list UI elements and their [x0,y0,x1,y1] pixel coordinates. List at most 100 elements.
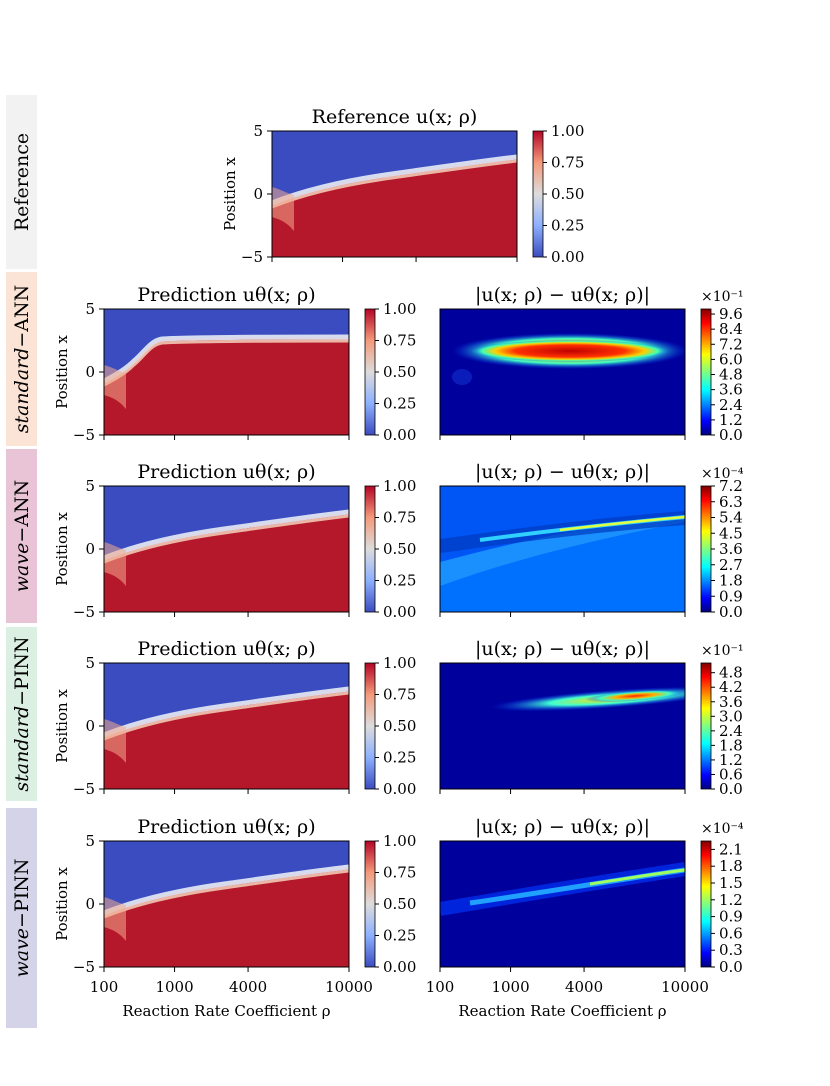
axes-frame [439,662,686,790]
row-band-reference [6,95,37,269]
region-upper [104,309,349,381]
y-tick-label: 5 [85,654,95,672]
y-tick-label: 5 [85,832,95,850]
row-label-reference-text: Reference [11,133,33,231]
colorbar-tick-label: 6.3 [719,493,743,511]
panel-title: Prediction uθ(x; ρ) [137,461,315,483]
row-label-prefix: wave [11,928,33,978]
colorbar-tick-label: 3.0 [719,707,743,725]
row-label-suffix: −ANN [11,480,33,543]
heatmap [440,841,685,967]
y-tick-label: 0 [85,717,95,735]
error-peak [589,868,685,886]
colorbar-tick-label: 1.5 [719,874,743,892]
row-label-standard-ann-text: standard−ANN [11,285,33,434]
error-tail [452,369,472,385]
colorbar-tick-label: 1.00 [383,477,416,495]
colorbar-tick-label: 8.4 [719,320,743,338]
colorbar-tick-label: 0.00 [383,780,416,798]
y-tick-label: 5 [85,477,95,495]
panel-standard-pinn-err: |u(x; ρ) − uθ(x; ρ)| 4.84.23.63.02.41.81.… [439,638,744,798]
colorbar-tick-label: 3.6 [719,693,743,711]
region-upper [104,486,349,558]
region-upper [104,663,349,735]
colorbar-tick-label: 0.6 [719,924,743,942]
x-tick-label: 4000 [229,978,267,996]
y-tick-label: −5 [73,426,95,444]
row-band-standard-ann [6,272,37,446]
y-tick-label: −5 [241,248,263,266]
colorbar: 2.11.81.51.20.90.60.30.0 ×10⁻⁴ [700,821,744,976]
panel-wave-pinn-err: |u(x; ρ) − uθ(x; ρ)| 100 1000 4000 10000 Reac… [426,816,744,1020]
colorbar-tick-label: 2.7 [719,556,743,574]
colorbar-tick-label: 3.6 [719,540,743,558]
x-tick-label: 10000 [661,978,709,996]
row-label-wave-ann-text: wave−ANN [11,480,33,592]
row-band-standard-pinn [6,627,37,801]
heatmap [104,309,349,435]
row-label-prefix: wave [11,543,33,593]
colorbar-tick-label: 0.75 [551,154,584,172]
colorbar-tick-label: 4.8 [719,664,743,682]
colorbar-exponent: ×10⁻⁴ [701,466,744,482]
error-blob-inner [470,340,670,362]
row-label-prefix: standard [11,706,33,792]
y-tick-label: 0 [85,363,95,381]
error-blob-inner [585,689,685,703]
x-axis-label: Reaction Rate Coefficient ρ [122,1002,330,1020]
colorbar: 1.00 0.75 0.50 0.25 0.00 [532,122,584,266]
front-band [104,864,349,916]
colorbar: 1.00 0.75 0.50 0.25 0.00 [364,300,416,444]
colorbar-gradient [700,662,712,790]
y-tick-label: 0 [85,540,95,558]
colorbar-tick-label: 0.50 [383,717,416,735]
heatmap [440,486,685,612]
y-tick-label: 5 [85,300,95,318]
colorbar-tick-label: 4.5 [719,524,743,542]
colorbar-tick-label: 7.2 [719,477,743,495]
colorbar-exponent: ×10⁻⁴ [701,821,744,837]
colorbar-tick-label: 3.6 [719,381,743,399]
y-axis-label: Position x [53,335,71,409]
x-tick-label: 1000 [491,978,529,996]
panel-title: Prediction uθ(x; ρ) [137,284,315,306]
colorbar-gradient [364,308,376,436]
colorbar-tick-label: 1.2 [719,751,743,769]
heatmap-bg [440,663,685,789]
colorbar-tick-label: 0.9 [719,587,743,605]
y-tick-label: 5 [253,122,263,140]
error-peak [559,515,685,532]
panel-wave-ann-err: |u(x; ρ) − uθ(x; ρ)| 7.26.35.44.53.62.71.… [439,461,744,621]
front-warm [104,869,349,919]
row-label-suffix: −PINN [11,636,33,705]
axes-frame [439,485,686,613]
colorbar-tick-label: 0.00 [383,603,416,621]
axes-frame [439,308,686,436]
y-tick-label: −5 [73,780,95,798]
colorbar-gradient [364,485,376,613]
colorbar-exponent: ×10⁻¹ [701,643,744,659]
panel-title: Reference u(x; ρ) [312,106,478,128]
x-axis-label: Reaction Rate Coefficient ρ [458,1002,666,1020]
x-tick-label: 100 [426,978,455,996]
heatmap [440,663,685,789]
colorbar-tick-label: 0.9 [719,908,743,926]
colorbar: 7.26.35.44.53.62.71.80.90.0 ×10⁻⁴ [700,466,744,621]
colorbar-tick-label: 2.4 [719,396,743,414]
left-boundary-wash [104,719,126,763]
colorbar-tick-label: 2.1 [719,840,743,858]
colorbar: 1.00 0.75 0.50 0.25 0.00 [364,832,416,976]
heatmap [440,309,685,435]
colorbar-tick-label: 0.25 [551,217,584,235]
colorbar-exponent: ×10⁻¹ [701,289,744,305]
colorbar-tick-label: 2.4 [719,722,743,740]
colorbar-tick-label: 1.00 [383,300,416,318]
panel-standard-ann-err: |u(x; ρ) − uθ(x; ρ)| 9.68.47.26.04.83.62.… [439,284,744,444]
row-band-wave-ann [6,449,37,623]
row-label-wave-pinn: wave−PINN [6,808,37,1028]
colorbar-gradient [364,662,376,790]
panel-title: |u(x; ρ) − uθ(x; ρ)| [475,461,650,483]
colorbar-tick-label: 0.00 [383,958,416,976]
y-tick-label: 0 [85,895,95,913]
colorbar-tick-label: 0.00 [383,426,416,444]
